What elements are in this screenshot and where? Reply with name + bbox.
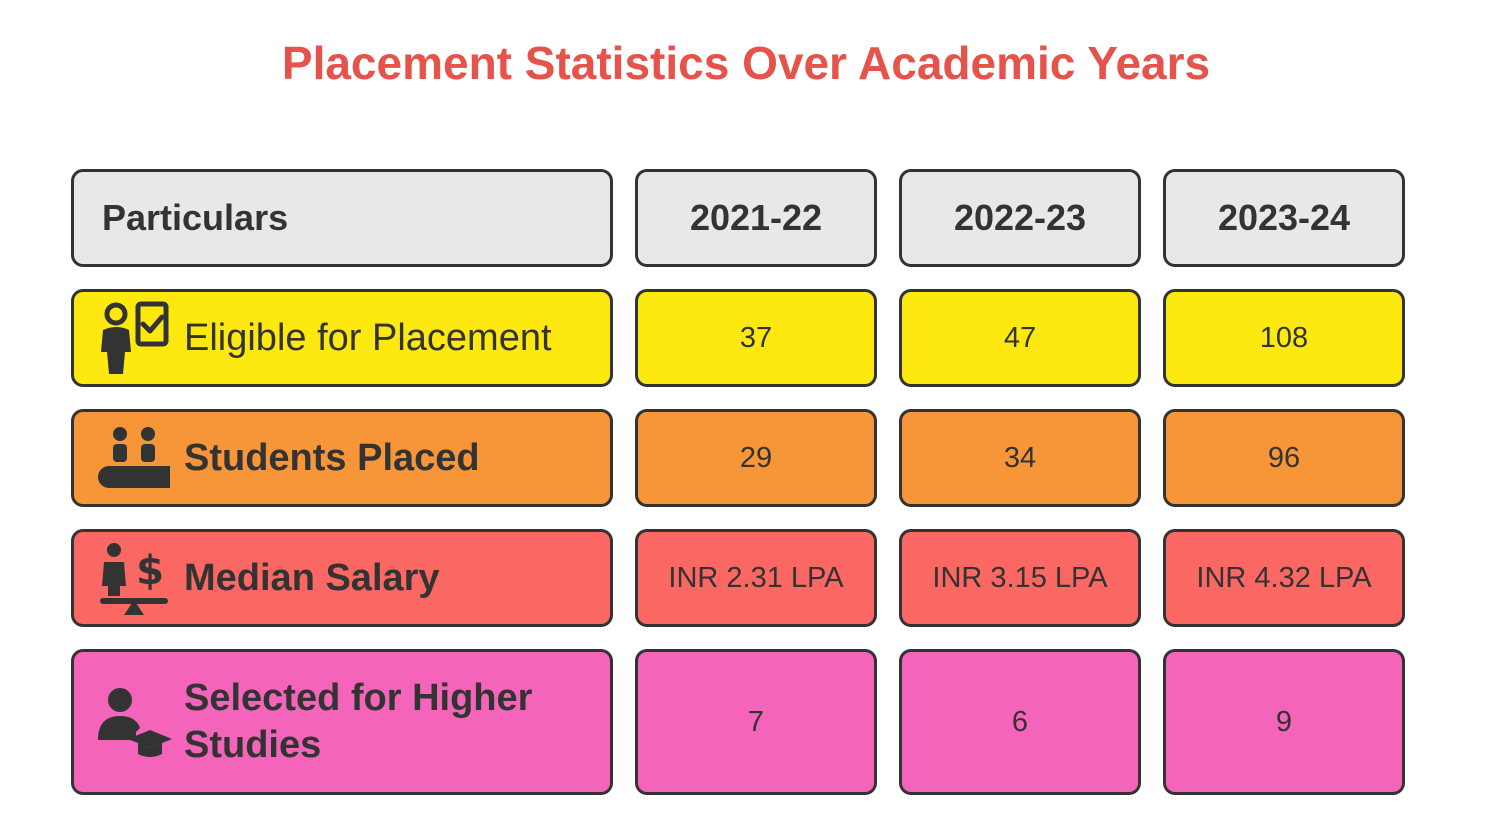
- data-cell: 37: [635, 289, 877, 387]
- person-dollar-balance-icon: $: [100, 543, 168, 615]
- row-higher-studies-label-cell: Selected for Higher Studies: [71, 649, 613, 795]
- data-value: INR 3.15 LPA: [932, 561, 1108, 594]
- svg-text:$: $: [136, 548, 164, 594]
- person-checklist-icon: [101, 301, 169, 374]
- data-value: 7: [747, 705, 765, 738]
- header-particulars: Particulars: [71, 169, 613, 267]
- chart-title: Placement Statistics Over Academic Years: [281, 37, 1211, 89]
- row-label: Median Salary: [184, 556, 440, 599]
- header-year-2023-24: 2023-24: [1163, 169, 1405, 267]
- data-value: 47: [1003, 321, 1037, 354]
- row-placed-label-cell: Students Placed: [71, 409, 613, 507]
- data-cell: INR 4.32 LPA: [1163, 529, 1405, 627]
- header-year-label: 2022-23: [953, 197, 1087, 238]
- header-year-2022-23: 2022-23: [899, 169, 1141, 267]
- header-year-label: 2023-24: [1217, 197, 1351, 238]
- graduate-cap-icon: [98, 688, 172, 757]
- data-cell: 6: [899, 649, 1141, 795]
- data-value: 96: [1267, 441, 1301, 474]
- data-cell: 9: [1163, 649, 1405, 795]
- data-value: 108: [1259, 321, 1309, 354]
- row-salary-label-cell: $ Median Salary: [71, 529, 613, 627]
- header-year-label: 2021-22: [689, 197, 823, 238]
- data-cell: 108: [1163, 289, 1405, 387]
- data-cell: INR 2.31 LPA: [635, 529, 877, 627]
- data-cell: 34: [899, 409, 1141, 507]
- row-label: Selected for Higher Studies: [184, 677, 533, 766]
- header-year-2021-22: 2021-22: [635, 169, 877, 267]
- data-value: 34: [1003, 441, 1037, 474]
- data-value: 6: [1011, 705, 1029, 738]
- data-value: 29: [739, 441, 773, 474]
- data-value: 9: [1275, 705, 1293, 738]
- row-label: Eligible for Placement: [184, 316, 552, 359]
- data-cell: INR 3.15 LPA: [899, 529, 1141, 627]
- people-at-table-icon: [98, 427, 170, 488]
- data-value: INR 4.32 LPA: [1196, 561, 1372, 594]
- data-cell: 29: [635, 409, 877, 507]
- row-label: Students Placed: [184, 436, 480, 479]
- data-value: INR 2.31 LPA: [668, 561, 844, 594]
- data-value: 37: [739, 321, 773, 354]
- header-particulars-label: Particulars: [102, 197, 289, 238]
- row-eligible-label-cell: Eligible for Placement: [71, 289, 613, 387]
- data-cell: 96: [1163, 409, 1405, 507]
- data-cell: 47: [899, 289, 1141, 387]
- data-cell: 7: [635, 649, 877, 795]
